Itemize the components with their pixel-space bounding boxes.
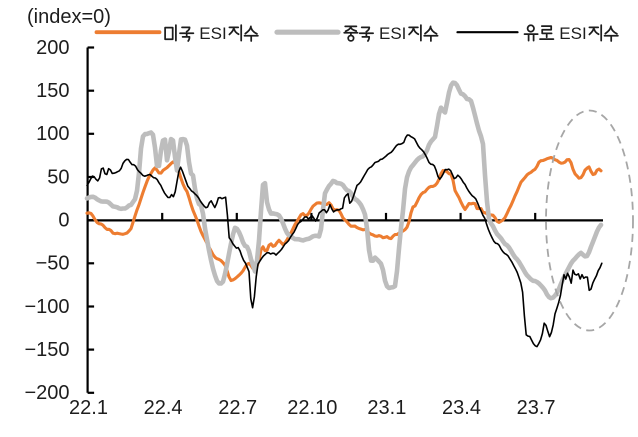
svg-text:−150: −150 (24, 339, 69, 361)
svg-text:23.1: 23.1 (367, 397, 406, 419)
svg-text:150: 150 (36, 80, 69, 102)
svg-text:−50: −50 (36, 253, 70, 275)
svg-text:ESI: ESI (379, 24, 406, 43)
svg-text:200: 200 (36, 37, 69, 59)
svg-text:23.7: 23.7 (517, 397, 556, 419)
svg-text:ESI: ESI (559, 24, 586, 43)
svg-text:22.10: 22.10 (287, 397, 337, 419)
svg-text:50: 50 (47, 166, 69, 188)
svg-text:23.4: 23.4 (442, 397, 481, 419)
svg-text:100: 100 (36, 123, 69, 145)
svg-text:−100: −100 (24, 296, 69, 318)
svg-text:22.4: 22.4 (144, 397, 183, 419)
svg-text:22.1: 22.1 (69, 397, 108, 419)
svg-text:−200: −200 (24, 382, 69, 404)
svg-text:0: 0 (58, 210, 69, 232)
svg-text:ESI: ESI (199, 24, 226, 43)
svg-text:22.7: 22.7 (218, 397, 257, 419)
svg-text:(index=0): (index=0) (27, 6, 111, 28)
